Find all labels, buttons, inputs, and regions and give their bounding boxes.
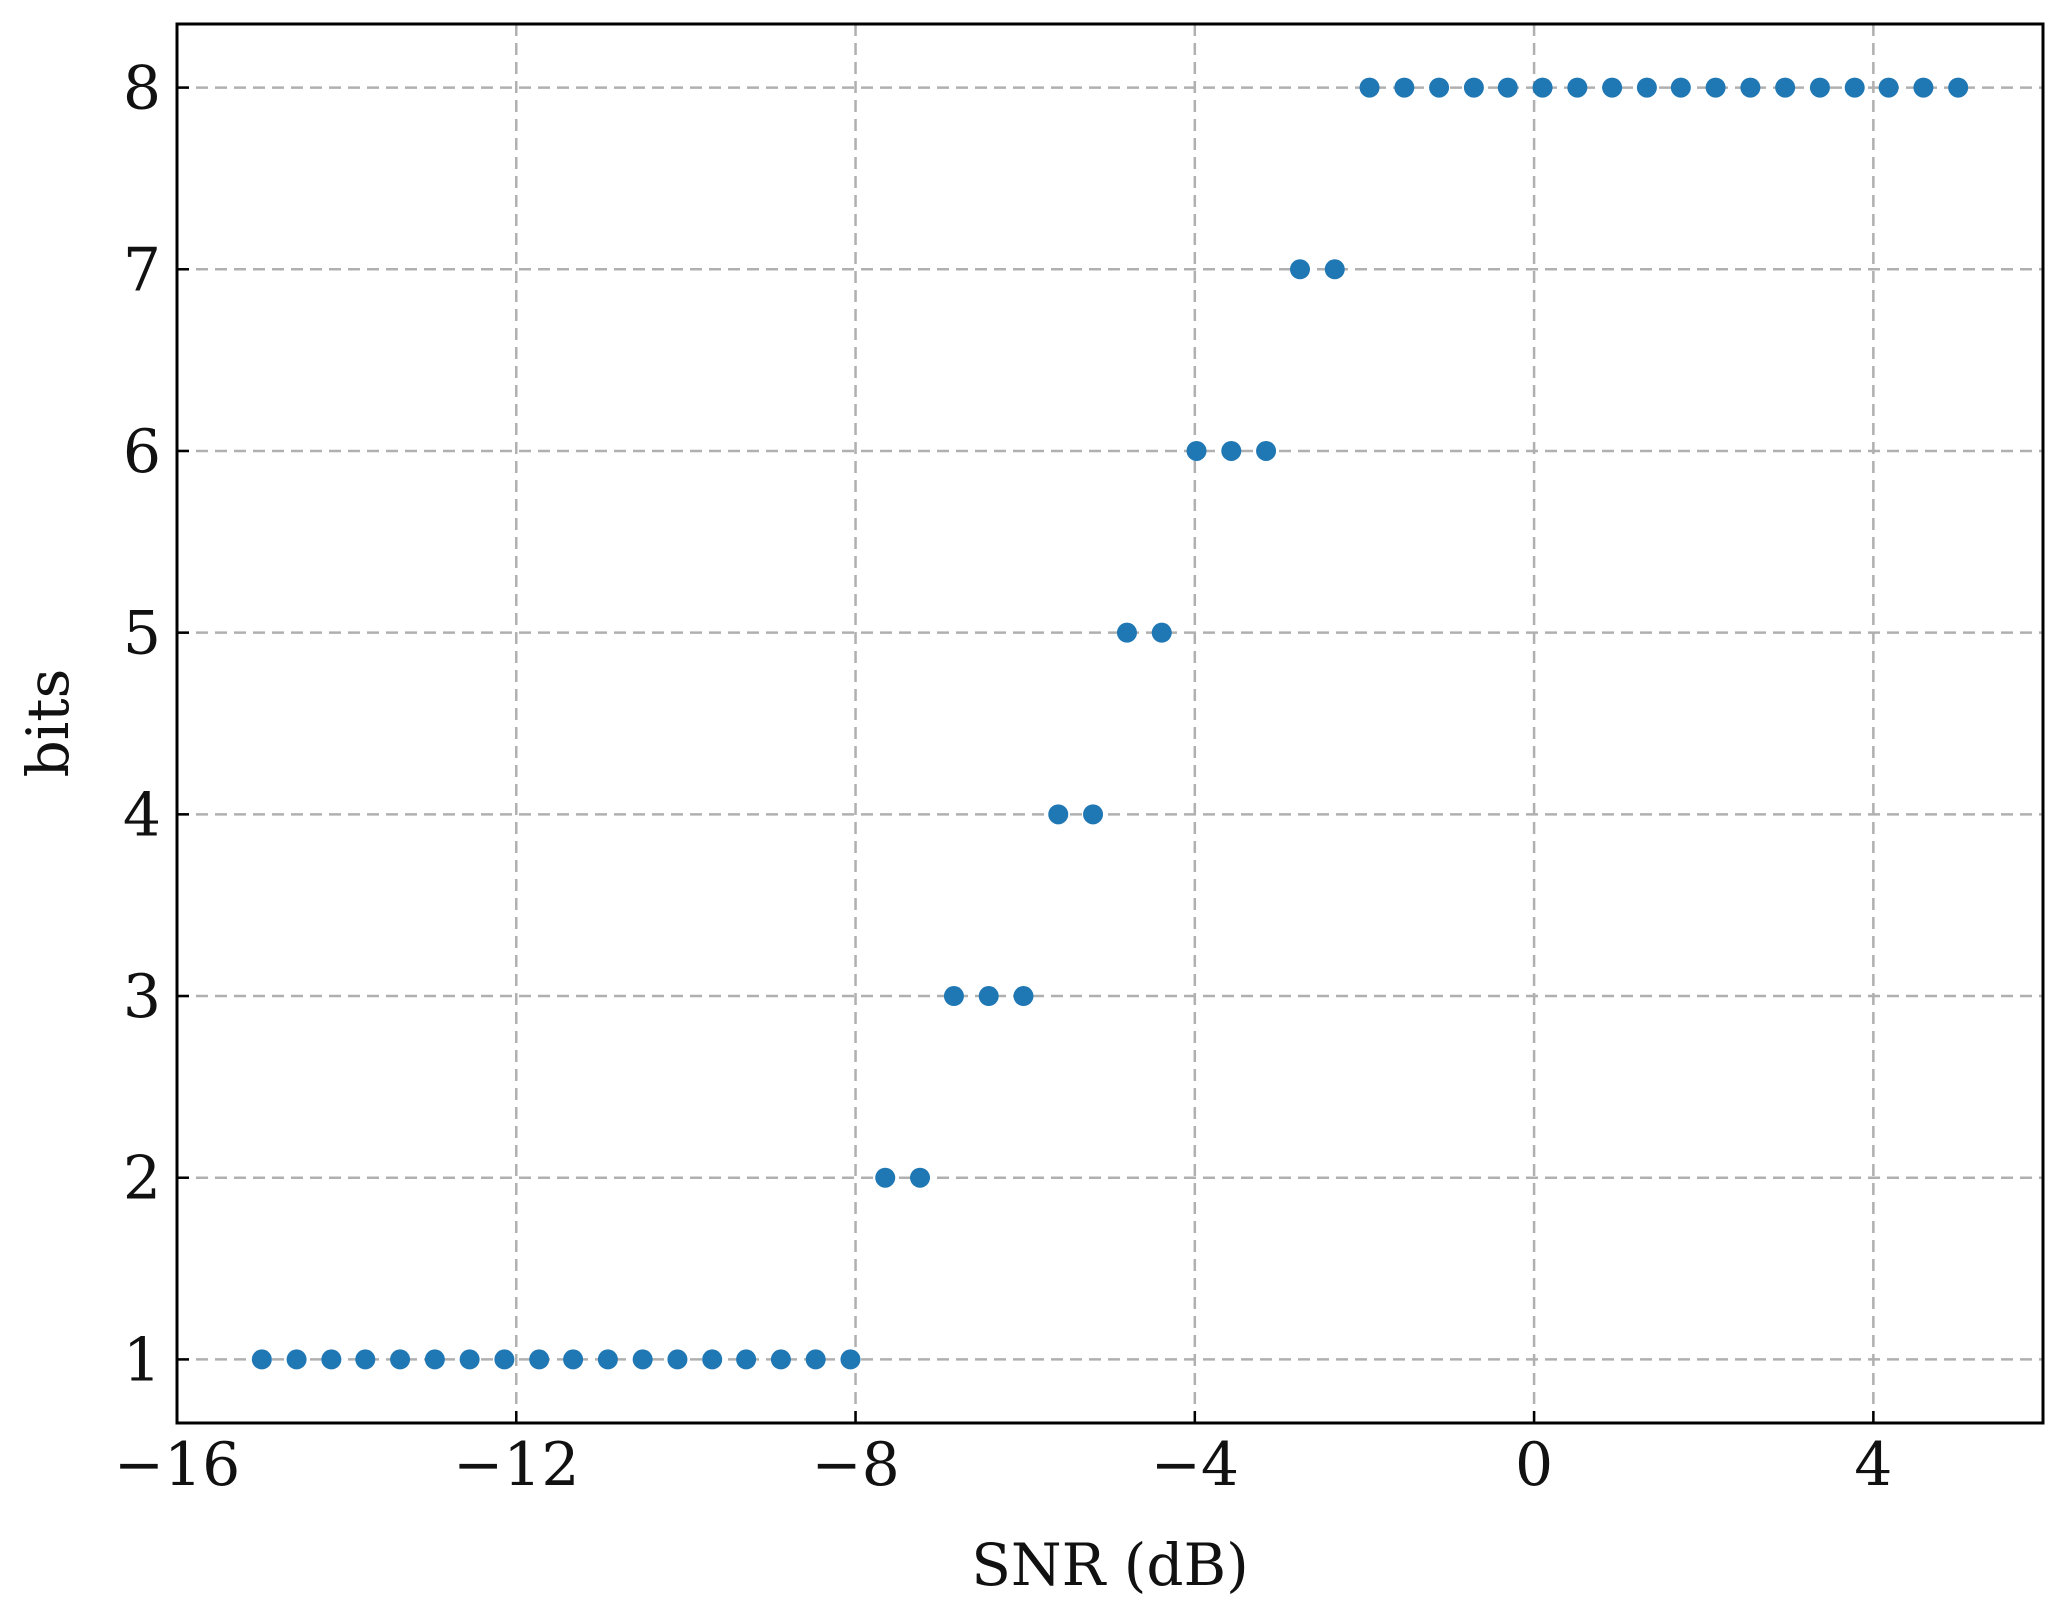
point — [736, 1349, 757, 1370]
point — [1844, 77, 1865, 98]
point — [770, 1349, 791, 1370]
point — [910, 1167, 931, 1188]
point — [1809, 77, 1830, 98]
point — [286, 1349, 307, 1370]
point — [1463, 77, 1484, 98]
x-tick-label: 0 — [1515, 1430, 1553, 1500]
point — [1151, 622, 1172, 643]
x-tick-label: −16 — [114, 1430, 241, 1500]
point — [1913, 77, 1934, 98]
point — [1602, 77, 1623, 98]
point — [390, 1349, 411, 1370]
point — [1775, 77, 1796, 98]
point — [563, 1349, 584, 1370]
point — [1359, 77, 1380, 98]
y-tick-label: 2 — [123, 1144, 161, 1214]
point — [1567, 77, 1588, 98]
y-tick-label: 7 — [123, 235, 161, 305]
point — [1221, 440, 1242, 461]
point — [667, 1349, 688, 1370]
point — [424, 1349, 445, 1370]
point — [1186, 440, 1207, 461]
point — [1013, 986, 1034, 1007]
point — [1497, 77, 1518, 98]
point — [840, 1349, 861, 1370]
y-tick-label: 1 — [123, 1325, 161, 1395]
y-tick-label: 8 — [123, 54, 161, 124]
point — [1948, 77, 1969, 98]
point — [529, 1349, 550, 1370]
point — [1670, 77, 1691, 98]
y-tick-label: 4 — [123, 780, 161, 850]
x-tick-label: 4 — [1854, 1430, 1892, 1500]
point — [1256, 440, 1277, 461]
point — [1116, 622, 1137, 643]
point — [1324, 259, 1345, 280]
point — [459, 1349, 480, 1370]
point — [1289, 259, 1310, 280]
point — [1048, 804, 1069, 825]
point — [1740, 77, 1761, 98]
point — [1394, 77, 1415, 98]
x-tick-label: −12 — [453, 1430, 580, 1500]
point — [355, 1349, 376, 1370]
point — [875, 1167, 896, 1188]
x-axis-label: SNR (dB) — [971, 1531, 1249, 1599]
point — [1532, 77, 1553, 98]
point — [251, 1349, 272, 1370]
point — [1636, 77, 1657, 98]
point — [1878, 77, 1899, 98]
y-tick-label: 3 — [123, 962, 161, 1032]
point — [943, 986, 964, 1007]
point — [1429, 77, 1450, 98]
point — [632, 1349, 653, 1370]
point — [1083, 804, 1104, 825]
point — [805, 1349, 826, 1370]
point — [702, 1349, 723, 1370]
point — [321, 1349, 342, 1370]
plot-frame — [175, 22, 2045, 1425]
y-tick-label: 6 — [123, 417, 161, 487]
point — [978, 986, 999, 1007]
x-tick-label: −8 — [811, 1430, 899, 1500]
point — [494, 1349, 515, 1370]
y-axis-label: bits — [14, 669, 82, 778]
x-tick-label: −4 — [1151, 1430, 1239, 1500]
point — [597, 1349, 618, 1370]
point — [1705, 77, 1726, 98]
y-tick-label: 5 — [123, 599, 161, 669]
